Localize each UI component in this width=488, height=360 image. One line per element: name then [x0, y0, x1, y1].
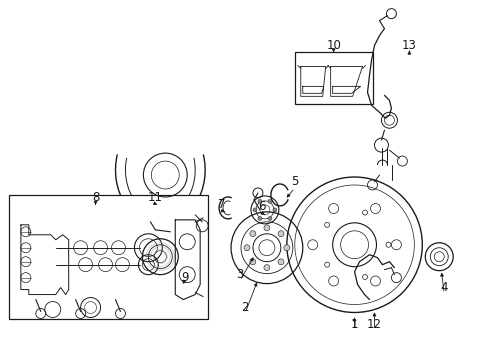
Bar	[9, 195, 208, 319]
Circle shape	[252, 208, 256, 212]
Bar	[294, 53, 372, 104]
Circle shape	[249, 259, 255, 265]
Circle shape	[258, 216, 262, 221]
Circle shape	[278, 231, 284, 237]
Circle shape	[267, 199, 271, 203]
Circle shape	[278, 259, 284, 265]
Circle shape	[258, 199, 262, 203]
Text: 12: 12	[366, 318, 381, 331]
Text: 5: 5	[290, 175, 298, 189]
Circle shape	[264, 225, 269, 231]
Text: 9: 9	[181, 271, 188, 284]
Text: 6: 6	[258, 201, 265, 213]
Text: 11: 11	[147, 192, 163, 204]
Text: 7: 7	[218, 198, 225, 211]
Circle shape	[244, 245, 249, 251]
Text: 8: 8	[92, 192, 99, 204]
Circle shape	[264, 265, 269, 271]
Circle shape	[249, 231, 255, 237]
Circle shape	[283, 245, 289, 251]
Text: 2: 2	[241, 301, 248, 314]
Text: 10: 10	[325, 39, 341, 52]
Text: 1: 1	[350, 318, 358, 331]
Text: 3: 3	[236, 268, 243, 281]
Circle shape	[272, 208, 276, 212]
Text: 13: 13	[401, 39, 416, 52]
Circle shape	[267, 216, 271, 221]
Text: 4: 4	[440, 281, 447, 294]
